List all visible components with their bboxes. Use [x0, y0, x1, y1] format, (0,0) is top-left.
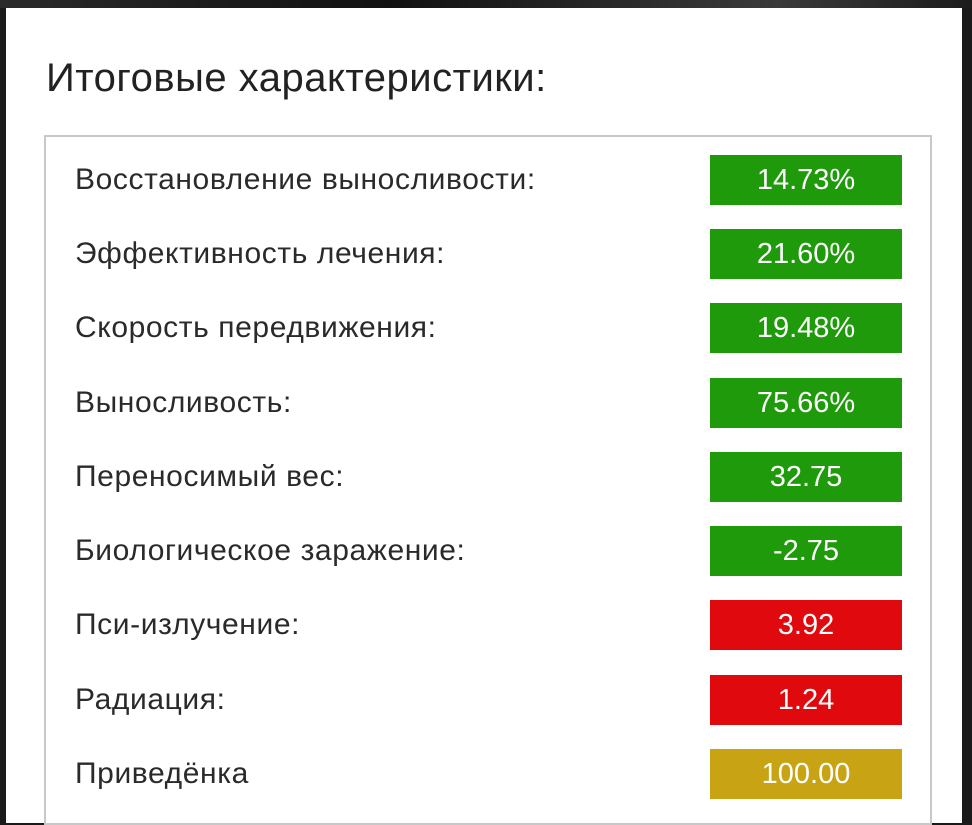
final-stats-panel: Итоговые характеристики: Восстановление … [6, 8, 962, 825]
stat-value-badge: 1.24 [710, 675, 902, 725]
stat-label: Приведёнка [75, 757, 249, 790]
stat-row-stamina: Выносливость: 75.66% [46, 378, 930, 428]
stat-value-badge: 14.73% [710, 155, 902, 205]
stat-value-badge: 21.60% [710, 229, 902, 279]
stat-row-bio-infection: Биологическое заражение: -2.75 [46, 526, 930, 576]
stat-row-carry-weight: Переносимый вес: 32.75 [46, 452, 930, 502]
stat-row-healing-efficiency: Эффективность лечения: 21.60% [46, 229, 930, 279]
stat-row-psi-emission: Пси-излучение: 3.92 [46, 600, 930, 650]
stat-row-stamina-regen: Восстановление выносливости: 14.73% [46, 155, 930, 205]
stat-label: Восстановление выносливости: [75, 163, 536, 196]
stat-value-badge: 19.48% [710, 303, 902, 353]
stat-label: Пси-излучение: [75, 608, 301, 641]
stat-value-badge: -2.75 [710, 526, 902, 576]
stat-value-badge: 3.92 [710, 600, 902, 650]
stat-row-movement-speed: Скорость передвижения: 19.48% [46, 303, 930, 353]
stat-label: Скорость передвижения: [75, 311, 437, 344]
stat-row-radiation: Радиация: 1.24 [46, 675, 930, 725]
stat-label: Эффективность лечения: [75, 237, 446, 270]
stat-label: Переносимый вес: [75, 460, 345, 493]
stat-label: Биологическое заражение: [75, 534, 466, 567]
stat-value-badge: 32.75 [710, 452, 902, 502]
stat-label: Радиация: [75, 683, 226, 716]
stat-value-badge: 100.00 [710, 749, 902, 799]
window-top-strip [0, 0, 972, 8]
stats-list: Восстановление выносливости: 14.73% Эффе… [44, 135, 932, 825]
stat-value-badge: 75.66% [710, 378, 902, 428]
stat-row-ghost: Приведёнка 100.00 [46, 749, 930, 799]
panel-title: Итоговые характеристики: [46, 56, 547, 100]
stat-label: Выносливость: [75, 386, 292, 419]
